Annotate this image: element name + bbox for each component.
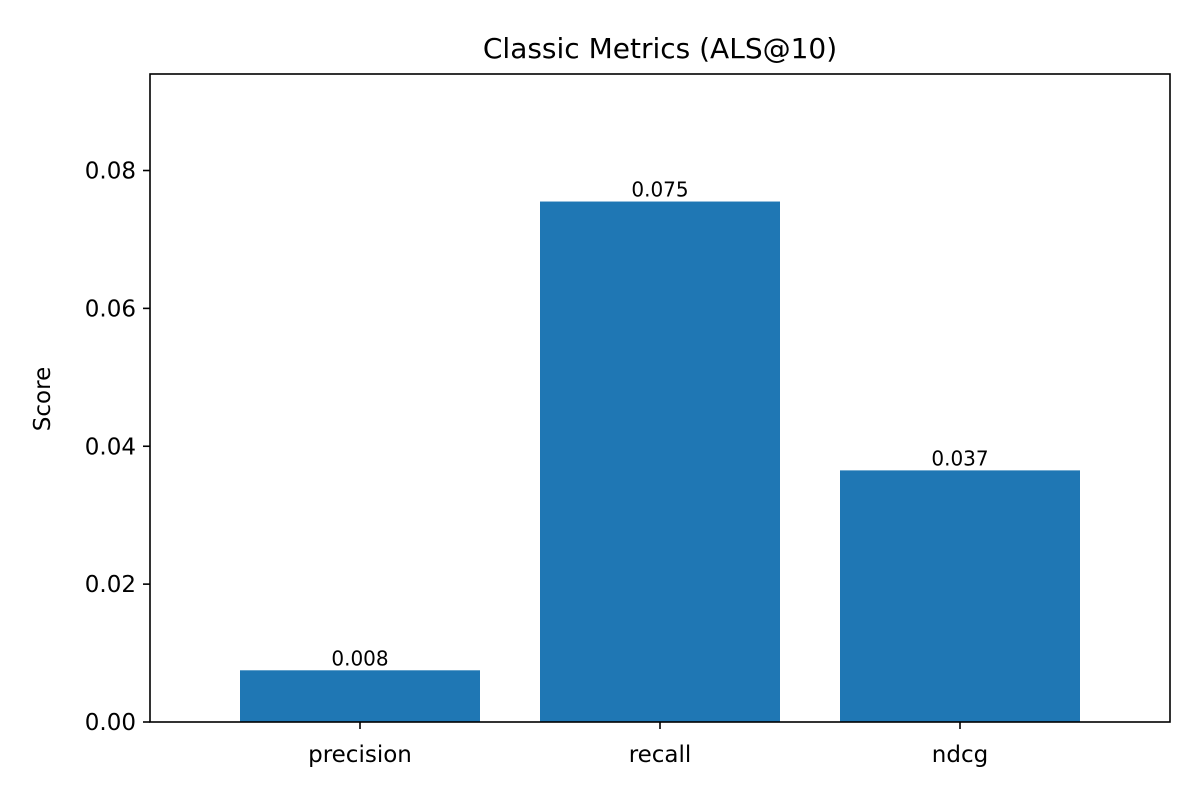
x-tick-label-ndcg: ndcg bbox=[932, 742, 988, 768]
bar-ndcg bbox=[840, 470, 1080, 722]
bar-value-label-recall: 0.075 bbox=[631, 178, 688, 202]
y-axis-ticks: 0.00 0.02 0.04 0.06 0.08 bbox=[85, 159, 150, 736]
bar-precision bbox=[240, 670, 480, 722]
y-tick-label-4: 0.08 bbox=[85, 159, 136, 185]
bar-value-label-precision: 0.008 bbox=[331, 646, 388, 670]
plot-frame bbox=[149, 73, 1171, 723]
x-tick-label-precision: precision bbox=[308, 742, 412, 768]
y-tick-label-0: 0.00 bbox=[85, 710, 136, 736]
y-tick-label-1: 0.02 bbox=[85, 572, 136, 598]
bars-group bbox=[240, 201, 1080, 722]
y-axis-label: Score bbox=[30, 367, 56, 431]
bar-value-labels: 0.008 0.075 0.037 bbox=[331, 178, 988, 671]
x-tick-label-recall: recall bbox=[629, 742, 692, 768]
bar-recall bbox=[540, 201, 780, 722]
bar-value-label-ndcg: 0.037 bbox=[931, 446, 988, 470]
y-tick-label-2: 0.04 bbox=[85, 434, 136, 460]
x-axis-ticks: precision recall ndcg bbox=[308, 722, 988, 768]
chart-title: Classic Metrics (ALS@10) bbox=[483, 32, 837, 65]
y-tick-label-3: 0.06 bbox=[85, 296, 136, 322]
